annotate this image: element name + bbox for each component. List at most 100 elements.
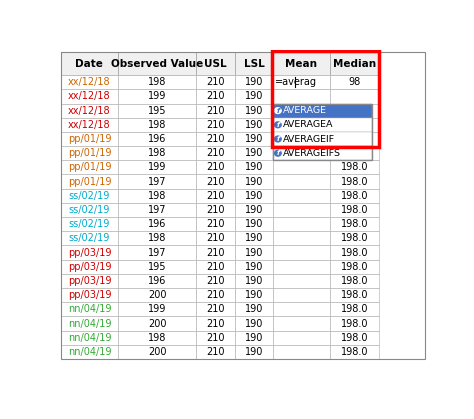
Bar bbox=[61, 260, 118, 274]
Bar bbox=[61, 174, 118, 189]
Bar bbox=[118, 75, 196, 89]
Text: 198.0: 198.0 bbox=[341, 191, 368, 201]
Bar bbox=[330, 118, 379, 132]
Bar bbox=[273, 302, 330, 316]
Text: 198.0: 198.0 bbox=[341, 304, 368, 314]
Text: 210: 210 bbox=[206, 276, 225, 286]
Text: 198.0: 198.0 bbox=[341, 318, 368, 328]
Text: 198.0: 198.0 bbox=[341, 163, 368, 172]
Bar bbox=[235, 174, 273, 189]
Bar bbox=[330, 274, 379, 288]
Text: pp/03/19: pp/03/19 bbox=[68, 248, 111, 258]
Text: 196: 196 bbox=[148, 134, 166, 144]
Bar bbox=[235, 274, 273, 288]
Text: 198.0: 198.0 bbox=[341, 205, 368, 215]
Text: 198.0: 198.0 bbox=[341, 333, 368, 343]
Bar bbox=[61, 118, 118, 132]
Bar bbox=[273, 189, 330, 203]
Text: 198.0: 198.0 bbox=[341, 176, 368, 186]
Bar bbox=[196, 246, 235, 260]
Text: 210: 210 bbox=[206, 120, 225, 130]
Text: 200: 200 bbox=[148, 318, 166, 328]
Bar bbox=[273, 288, 330, 302]
Bar bbox=[196, 103, 235, 118]
Bar bbox=[61, 231, 118, 246]
Text: pp/03/19: pp/03/19 bbox=[68, 290, 111, 300]
Bar bbox=[235, 160, 273, 174]
Bar bbox=[273, 146, 372, 160]
Text: xx/12/18: xx/12/18 bbox=[68, 77, 111, 87]
Text: f: f bbox=[276, 150, 279, 156]
Bar bbox=[273, 231, 330, 246]
Bar bbox=[196, 89, 235, 103]
Bar bbox=[330, 146, 379, 160]
Text: 210: 210 bbox=[206, 176, 225, 186]
Bar bbox=[273, 274, 330, 288]
Text: ss/02/19: ss/02/19 bbox=[69, 191, 110, 201]
Bar bbox=[235, 331, 273, 345]
Text: 197: 197 bbox=[148, 205, 166, 215]
Bar bbox=[273, 103, 330, 118]
Text: 190: 190 bbox=[245, 290, 263, 300]
Bar bbox=[273, 345, 330, 359]
Bar bbox=[118, 132, 196, 146]
Text: 190: 190 bbox=[245, 77, 263, 87]
Text: 210: 210 bbox=[206, 318, 225, 328]
Text: 210: 210 bbox=[206, 163, 225, 172]
Bar bbox=[118, 174, 196, 189]
Text: ss/02/19: ss/02/19 bbox=[69, 219, 110, 229]
Text: nn/04/19: nn/04/19 bbox=[68, 318, 111, 328]
Circle shape bbox=[274, 108, 281, 114]
Text: 198: 198 bbox=[148, 77, 166, 87]
Bar bbox=[61, 217, 118, 231]
Text: 198: 198 bbox=[148, 120, 166, 130]
Text: 198.0: 198.0 bbox=[341, 148, 368, 158]
Text: xx/12/18: xx/12/18 bbox=[68, 120, 111, 130]
Text: USL: USL bbox=[204, 59, 227, 69]
Bar bbox=[61, 160, 118, 174]
Text: pp/03/19: pp/03/19 bbox=[68, 262, 111, 272]
Bar bbox=[196, 174, 235, 189]
Text: 190: 190 bbox=[245, 91, 263, 101]
Text: Observed Value: Observed Value bbox=[111, 59, 203, 69]
Bar bbox=[330, 302, 379, 316]
Text: 210: 210 bbox=[206, 304, 225, 314]
Bar bbox=[61, 52, 118, 75]
Bar bbox=[273, 52, 330, 75]
Bar bbox=[273, 132, 372, 146]
Text: 210: 210 bbox=[206, 219, 225, 229]
Bar bbox=[330, 160, 379, 174]
Bar bbox=[196, 75, 235, 89]
Bar bbox=[273, 174, 330, 189]
Text: xx/12/18: xx/12/18 bbox=[68, 106, 111, 116]
Text: 210: 210 bbox=[206, 262, 225, 272]
Bar bbox=[118, 231, 196, 246]
Text: 210: 210 bbox=[206, 106, 225, 116]
Text: 190: 190 bbox=[245, 262, 263, 272]
Text: f: f bbox=[276, 136, 279, 142]
Text: 198.0: 198.0 bbox=[341, 248, 368, 258]
Text: 190: 190 bbox=[245, 219, 263, 229]
Text: 210: 210 bbox=[206, 290, 225, 300]
Bar bbox=[273, 217, 330, 231]
Bar bbox=[61, 89, 118, 103]
Text: 210: 210 bbox=[206, 77, 225, 87]
Text: 190: 190 bbox=[245, 276, 263, 286]
Bar bbox=[273, 146, 330, 160]
Bar bbox=[330, 345, 379, 359]
Bar bbox=[118, 89, 196, 103]
Text: 197: 197 bbox=[148, 248, 166, 258]
Text: 196: 196 bbox=[148, 276, 166, 286]
Bar bbox=[273, 118, 372, 132]
Text: 210: 210 bbox=[206, 134, 225, 144]
Bar bbox=[330, 52, 379, 75]
Bar bbox=[118, 146, 196, 160]
Bar bbox=[273, 118, 330, 132]
Bar bbox=[118, 160, 196, 174]
Bar bbox=[235, 246, 273, 260]
Text: 198: 198 bbox=[148, 148, 166, 158]
Text: ss/02/19: ss/02/19 bbox=[69, 205, 110, 215]
Text: 198.0: 198.0 bbox=[341, 262, 368, 272]
Text: nn/04/19: nn/04/19 bbox=[68, 304, 111, 314]
Text: AVERAGEIFS: AVERAGEIFS bbox=[283, 149, 341, 158]
